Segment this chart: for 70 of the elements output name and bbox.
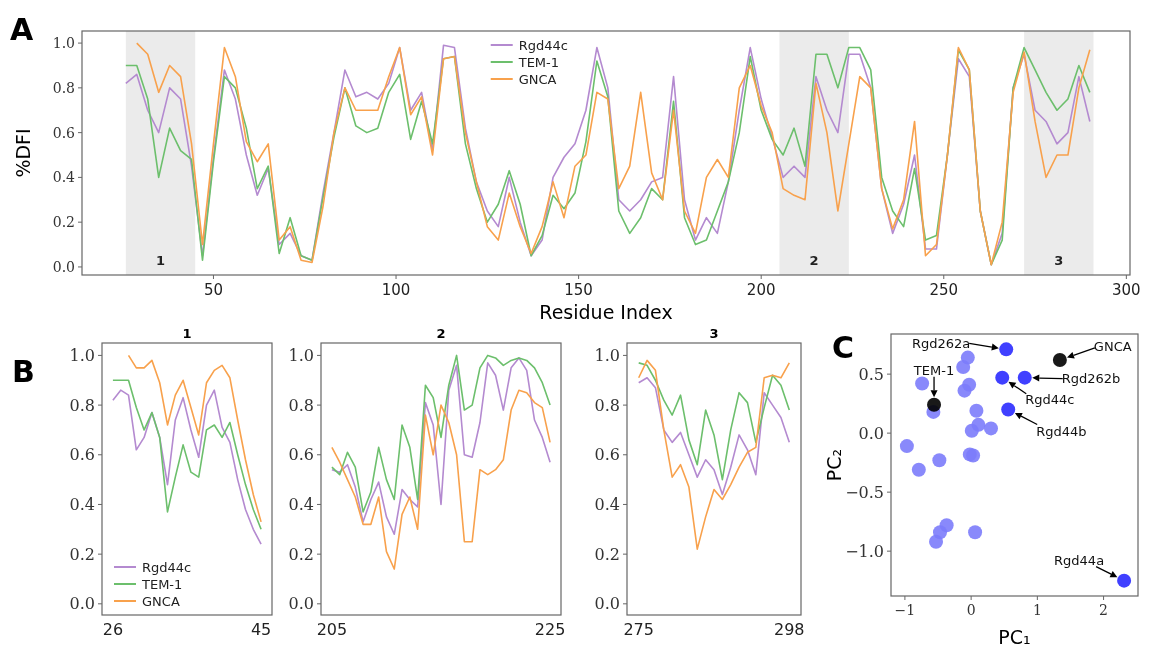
legend-label: TEM-1 <box>517 54 560 70</box>
y-tick-label: 0.8 <box>52 79 75 96</box>
text: B <box>12 354 35 389</box>
band-label: 3 <box>1054 253 1064 268</box>
y-tick-label: −1.0 <box>845 541 884 561</box>
y-tick-label: 0.2 <box>288 544 314 564</box>
y-tick-label: 0.0 <box>52 258 75 275</box>
text: A <box>10 12 34 47</box>
annotation: Rgd262a <box>911 335 971 351</box>
x-tick-label: 1 <box>1032 602 1042 618</box>
x-tick-label: 250 <box>929 281 959 299</box>
y-tick-label: 0.8 <box>288 395 314 415</box>
y-tick-label: 0.6 <box>594 445 620 465</box>
legend-label: TEM-1 <box>141 576 183 592</box>
annotation: Rgd44b <box>1036 424 1087 440</box>
y-tick-label: 0.4 <box>288 495 314 515</box>
chart-title: 1 <box>182 326 192 341</box>
x-tick-label: 205 <box>316 620 348 639</box>
y-tick-label: 0.0 <box>594 594 620 614</box>
y-tick-label: 0.8 <box>69 395 95 415</box>
x-tick-label: 50 <box>203 281 223 299</box>
legend-label: GNCA <box>142 593 180 609</box>
annotation: Rgd262b <box>1061 371 1121 387</box>
x-tick-label: 225 <box>534 620 566 639</box>
y-tick-label: 0.2 <box>69 544 95 564</box>
y-tick-label: 0.6 <box>69 445 95 465</box>
x-tick-label: 298 <box>774 620 805 639</box>
y-tick-label: 0.5 <box>858 364 884 384</box>
x-tick-label: 2 <box>1099 602 1109 618</box>
y-tick-label: 0.4 <box>69 495 95 515</box>
x-tick-label: 200 <box>746 281 776 299</box>
y-axis-title: PC₂ <box>823 448 845 482</box>
text: C <box>832 330 855 365</box>
band-label: 2 <box>809 253 819 268</box>
x-tick-label: 100 <box>381 281 411 299</box>
x-tick-label: −1 <box>894 602 916 618</box>
annotation: Rgd44a <box>1054 553 1105 569</box>
x-axis-title: PC₁ <box>998 626 1031 648</box>
y-axis-title: %DFI <box>12 128 34 178</box>
y-tick-label: 0.6 <box>52 124 76 141</box>
legend-label: Rgd44c <box>518 37 568 53</box>
y-tick-label: 1.0 <box>594 346 620 366</box>
chart-title: 3 <box>709 326 719 341</box>
annotation: TEM-1 <box>912 363 955 379</box>
y-tick-label: 0.0 <box>288 594 314 614</box>
y-tick-label: 0.4 <box>594 495 620 515</box>
legend-label: GNCA <box>518 71 557 87</box>
x-tick-label: 275 <box>623 620 654 639</box>
y-tick-label: 0.6 <box>288 445 314 465</box>
x-tick-label: 26 <box>102 620 124 639</box>
y-tick-label: 0.0 <box>858 423 884 443</box>
x-tick-label: 0 <box>966 602 976 618</box>
y-tick-label: −0.5 <box>845 482 884 502</box>
y-tick-label: 0.2 <box>594 544 620 564</box>
annotation: Rgd44c <box>1025 392 1075 408</box>
band-label: 1 <box>155 253 166 268</box>
x-tick-label: 150 <box>564 281 593 299</box>
y-tick-label: 1.0 <box>52 34 75 51</box>
y-tick-label: 1.0 <box>288 346 314 366</box>
y-tick-label: 0.8 <box>594 395 620 415</box>
y-tick-label: 1.0 <box>69 346 95 366</box>
y-tick-label: 0.2 <box>52 214 75 231</box>
y-tick-label: 0.4 <box>52 169 76 186</box>
legend-label: Rgd44c <box>142 559 192 575</box>
x-tick-label: 45 <box>250 620 272 639</box>
x-tick-label: 300 <box>1112 281 1141 299</box>
annotation: GNCA <box>1093 338 1132 354</box>
chart-title: 2 <box>436 326 446 341</box>
x-axis-title: Residue Index <box>539 301 673 323</box>
y-tick-label: 0.0 <box>69 594 95 614</box>
